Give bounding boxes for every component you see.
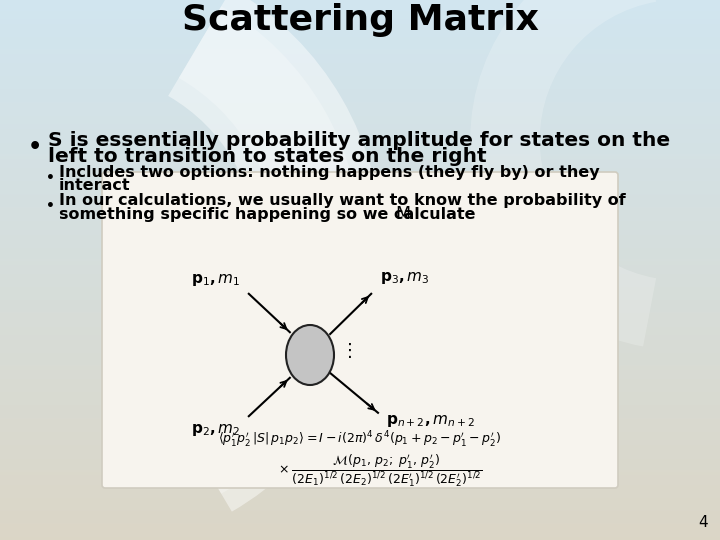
- Text: •: •: [46, 171, 55, 185]
- Text: $\mathbf{p}_2\mathbf{,}\, m_2$: $\mathbf{p}_2\mathbf{,}\, m_2$: [192, 422, 240, 438]
- Text: something specific happening so we calculate: something specific happening so we calcu…: [59, 206, 481, 221]
- Text: •: •: [46, 199, 55, 213]
- Text: $\mathsf{M}$: $\mathsf{M}$: [395, 205, 410, 223]
- Text: interact: interact: [59, 179, 130, 193]
- Text: 4: 4: [698, 515, 708, 530]
- Text: S is essentially probability amplitude for states on the: S is essentially probability amplitude f…: [48, 131, 670, 150]
- Text: $\mathbf{p}_3\mathbf{,}\, m_3$: $\mathbf{p}_3\mathbf{,}\, m_3$: [379, 271, 429, 287]
- FancyBboxPatch shape: [102, 172, 618, 488]
- Text: •: •: [28, 137, 42, 157]
- Text: Includes two options: nothing happens (they fly by) or they: Includes two options: nothing happens (t…: [59, 165, 600, 179]
- Text: $\vdots$: $\vdots$: [340, 341, 352, 361]
- Text: left to transition to states on the right: left to transition to states on the righ…: [48, 147, 487, 166]
- Text: In our calculations, we usually want to know the probability of: In our calculations, we usually want to …: [59, 192, 626, 207]
- Text: $\mathbf{p}_1\mathbf{,}\, m_1$: $\mathbf{p}_1\mathbf{,}\, m_1$: [191, 272, 240, 288]
- Ellipse shape: [286, 325, 334, 385]
- Text: Scattering Matrix: Scattering Matrix: [181, 3, 539, 37]
- Text: $\langle p_1' p_2'\, |S|\, p_1 p_2\rangle = I - i(2\pi)^4\,\delta^4(p_1 + p_2 - : $\langle p_1' p_2'\, |S|\, p_1 p_2\rangl…: [218, 430, 502, 450]
- Text: $\mathbf{p}_{n+2}\mathbf{,}\, m_{n+2}$: $\mathbf{p}_{n+2}\mathbf{,}\, m_{n+2}$: [387, 413, 475, 429]
- Text: $\times\;\dfrac{\mathcal{M}(p_1,\,p_2;\;p_1',\,p_2')}{(2E_1)^{1/2}\,(2E_2)^{1/2}: $\times\;\dfrac{\mathcal{M}(p_1,\,p_2;\;…: [278, 453, 482, 489]
